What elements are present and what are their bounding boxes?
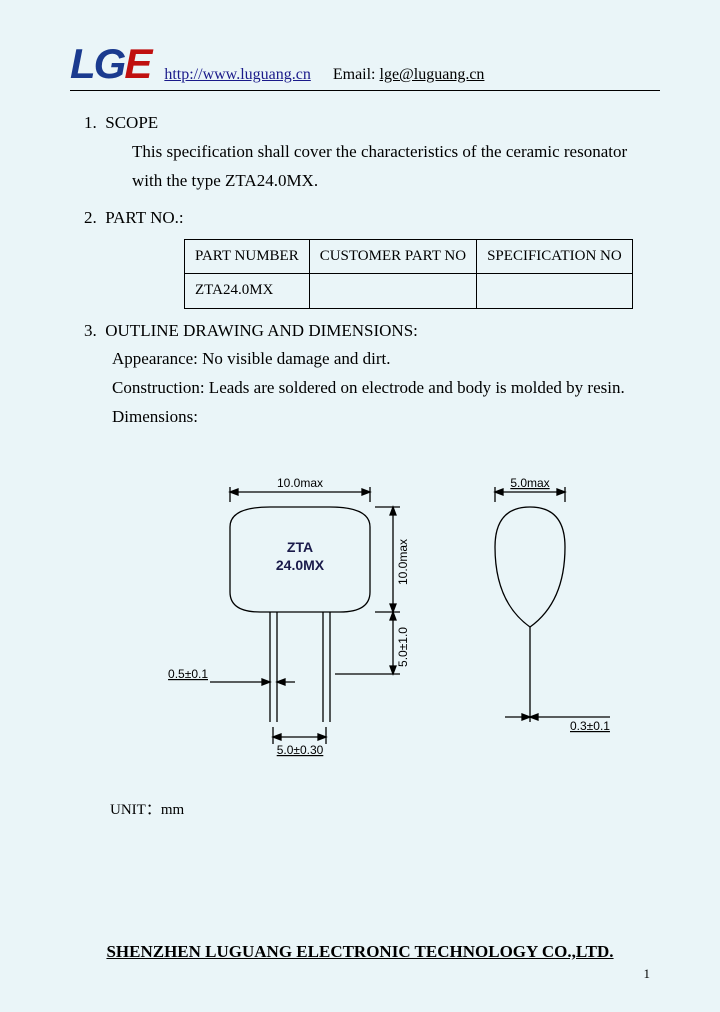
- section-scope: 1. SCOPE This specification shall cover …: [84, 109, 660, 196]
- part-number-table: PART NUMBER CUSTOMER PART NO SPECIFICATI…: [184, 239, 633, 309]
- arrowhead: [262, 679, 270, 685]
- component-label-1: ZTA: [287, 539, 313, 555]
- section-3-title: OUTLINE DRAWING AND DIMENSIONS:: [105, 321, 418, 340]
- dim-sidewidth-label: 5.0max: [510, 476, 549, 490]
- table-row: ZTA24.0MX: [185, 274, 633, 309]
- arrowhead: [495, 489, 503, 495]
- header-links: http://www.luguang.cn Email: lge@luguang…: [164, 66, 484, 88]
- website-link[interactable]: http://www.luguang.cn: [164, 66, 311, 83]
- section-2-title: PART NO.:: [105, 208, 183, 227]
- section-3-line2: Construction: Leads are soldered on elec…: [112, 374, 660, 403]
- arrowhead: [362, 489, 370, 495]
- logo-text-red: E: [124, 40, 150, 87]
- footer-company: SHENZHEN LUGUANG ELECTRONIC TECHNOLOGY C…: [0, 942, 720, 962]
- table-cell: [309, 274, 476, 309]
- dim-width-label: 10.0max: [277, 476, 323, 490]
- arrowhead: [277, 679, 285, 685]
- section-3-number: 3.: [84, 321, 97, 340]
- drawing-svg: 10.0max 10.0max 5.0±1.0 5.0±0.30 0.5±0.1…: [110, 472, 670, 782]
- section-2-number: 2.: [84, 208, 97, 227]
- section-partno: 2. PART NO.: PART NUMBER CUSTOMER PART N…: [84, 204, 660, 309]
- table-header: PART NUMBER: [185, 239, 310, 274]
- unit-label: UNIT：mm: [110, 798, 660, 819]
- arrowhead: [390, 612, 396, 620]
- section-3-line3: Dimensions:: [112, 403, 660, 432]
- arrowhead: [530, 714, 538, 720]
- arrowhead: [273, 734, 281, 740]
- table-header: CUSTOMER PART NO: [309, 239, 476, 274]
- dim-leadlen-label: 5.0±1.0: [396, 627, 410, 667]
- dim-sidelead-label: 0.3±0.1: [570, 719, 610, 733]
- arrowhead: [557, 489, 565, 495]
- email-label: Email:: [333, 66, 376, 83]
- dim-thick-label: 0.5±0.1: [168, 667, 208, 681]
- logo: LGE: [70, 40, 164, 88]
- logo-text-blue: LG: [70, 40, 124, 87]
- header: LGE http://www.luguang.cn Email: lge@lug…: [70, 40, 660, 91]
- page-number: 1: [644, 966, 651, 982]
- section-1-number: 1.: [84, 113, 97, 132]
- component-label-2: 24.0MX: [276, 557, 325, 573]
- dimension-drawing: 10.0max 10.0max 5.0±1.0 5.0±0.30 0.5±0.1…: [110, 472, 670, 782]
- section-1-body: This specification shall cover the chara…: [132, 138, 660, 196]
- table-header: SPECIFICATION NO: [477, 239, 633, 274]
- dim-spacing-label: 5.0±0.30: [277, 743, 324, 757]
- section-outline: 3. OUTLINE DRAWING AND DIMENSIONS: Appea…: [84, 317, 660, 433]
- arrowhead: [230, 489, 238, 495]
- section-1-title: SCOPE: [105, 113, 158, 132]
- side-body-outline: [495, 507, 565, 627]
- arrowhead: [318, 734, 326, 740]
- arrowhead: [390, 507, 396, 515]
- table-cell: ZTA24.0MX: [185, 274, 310, 309]
- email-link[interactable]: lge@luguang.cn: [380, 66, 485, 83]
- dim-height-label: 10.0max: [396, 539, 410, 585]
- section-3-line1: Appearance: No visible damage and dirt.: [112, 345, 660, 374]
- table-cell: [477, 274, 633, 309]
- table-header-row: PART NUMBER CUSTOMER PART NO SPECIFICATI…: [185, 239, 633, 274]
